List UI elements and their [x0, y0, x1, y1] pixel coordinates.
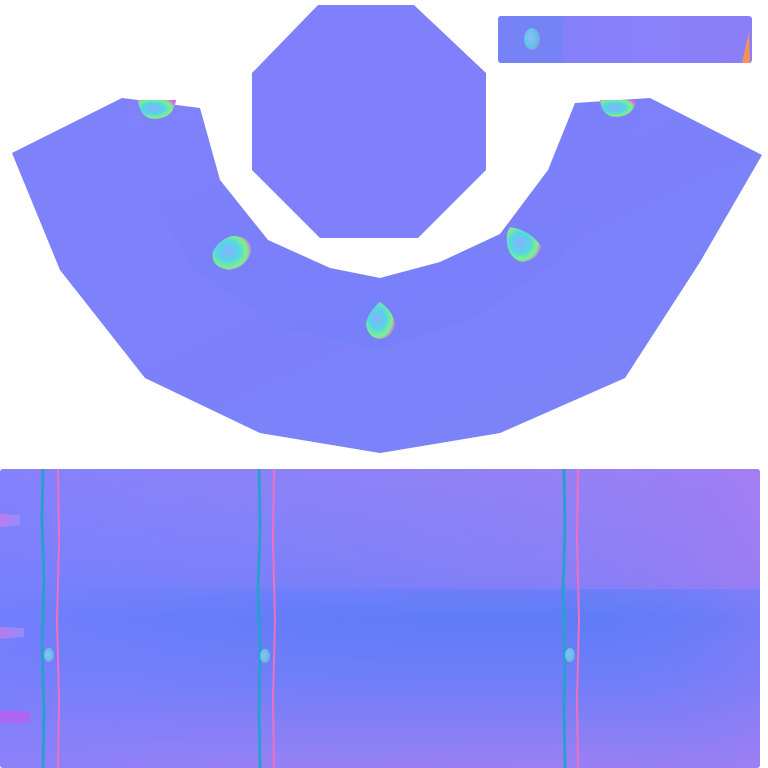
strip-bump	[524, 28, 540, 50]
thin-strip	[498, 16, 752, 63]
bump-left	[212, 236, 252, 270]
seam-1	[40, 468, 61, 768]
bump-top-right	[600, 100, 636, 117]
side-tab-2	[0, 627, 24, 639]
bump-center	[366, 302, 395, 339]
band-bumps	[138, 100, 636, 339]
seam-2-bump	[260, 649, 270, 663]
seam-2	[256, 468, 277, 768]
seam-3	[561, 468, 581, 768]
bump-top-left	[138, 100, 176, 120]
seam-3-bump	[565, 648, 575, 662]
octagon-cap	[252, 5, 486, 238]
curved-band	[12, 98, 762, 453]
seam-1-bump	[44, 648, 54, 662]
strip-orange-tip	[742, 32, 750, 63]
rectangular-strip	[0, 468, 760, 768]
side-tab-3	[0, 710, 30, 723]
bump-right	[506, 227, 541, 262]
side-tab-1	[0, 514, 20, 527]
